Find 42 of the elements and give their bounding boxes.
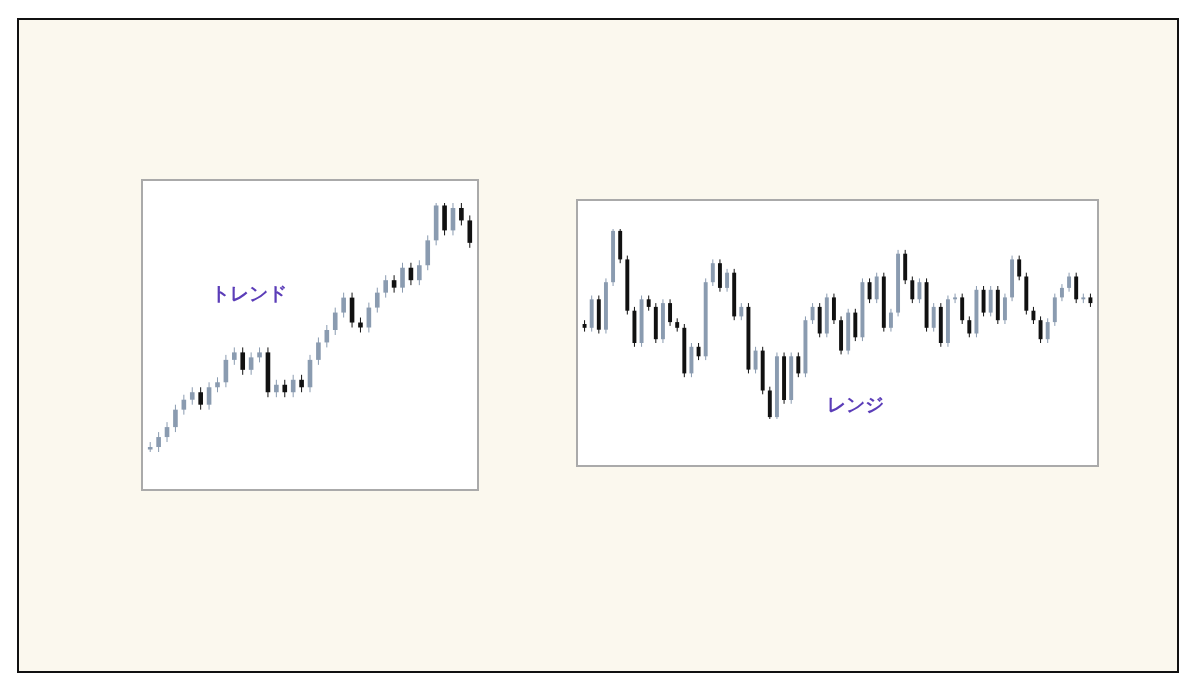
candlestick (1074, 272, 1079, 304)
candlestick (931, 302, 936, 333)
candlestick (341, 292, 346, 319)
candlestick (888, 308, 893, 333)
candlestick (374, 287, 380, 314)
candlestick (248, 351, 254, 376)
candlestick (874, 272, 879, 304)
candlestick (967, 315, 972, 338)
candlestick (332, 307, 338, 336)
candlestick (417, 259, 422, 286)
candlestick (1002, 293, 1007, 325)
candlestick (796, 352, 801, 378)
candlestick (725, 268, 730, 293)
candlestick (1017, 255, 1022, 281)
candlestick (156, 431, 161, 453)
candlestick (753, 346, 758, 374)
candlestick (953, 293, 958, 304)
candlestick (668, 298, 673, 327)
candlestick (1045, 317, 1050, 344)
candlestick (459, 202, 464, 226)
candlestick (1059, 283, 1064, 302)
candlestick (467, 214, 473, 249)
candlestick (867, 277, 872, 304)
candlestick (316, 336, 321, 366)
annotation: レンジ (826, 393, 884, 415)
candlestick (988, 285, 993, 317)
annotation: トレンド (211, 282, 287, 304)
candlestick (400, 262, 405, 294)
candlestick (240, 346, 246, 376)
candlestick (383, 274, 388, 299)
candlestick (391, 274, 397, 294)
candlestick (198, 386, 203, 411)
candlestick (1038, 315, 1043, 344)
candlestick (960, 293, 965, 325)
candlestick (1067, 272, 1072, 293)
candlestick (810, 302, 815, 325)
candlestick (910, 276, 915, 304)
candlestick (173, 404, 178, 433)
candlestick (981, 285, 986, 317)
candlestick (917, 277, 922, 304)
candlestick (710, 258, 715, 287)
candlestick (831, 293, 836, 325)
